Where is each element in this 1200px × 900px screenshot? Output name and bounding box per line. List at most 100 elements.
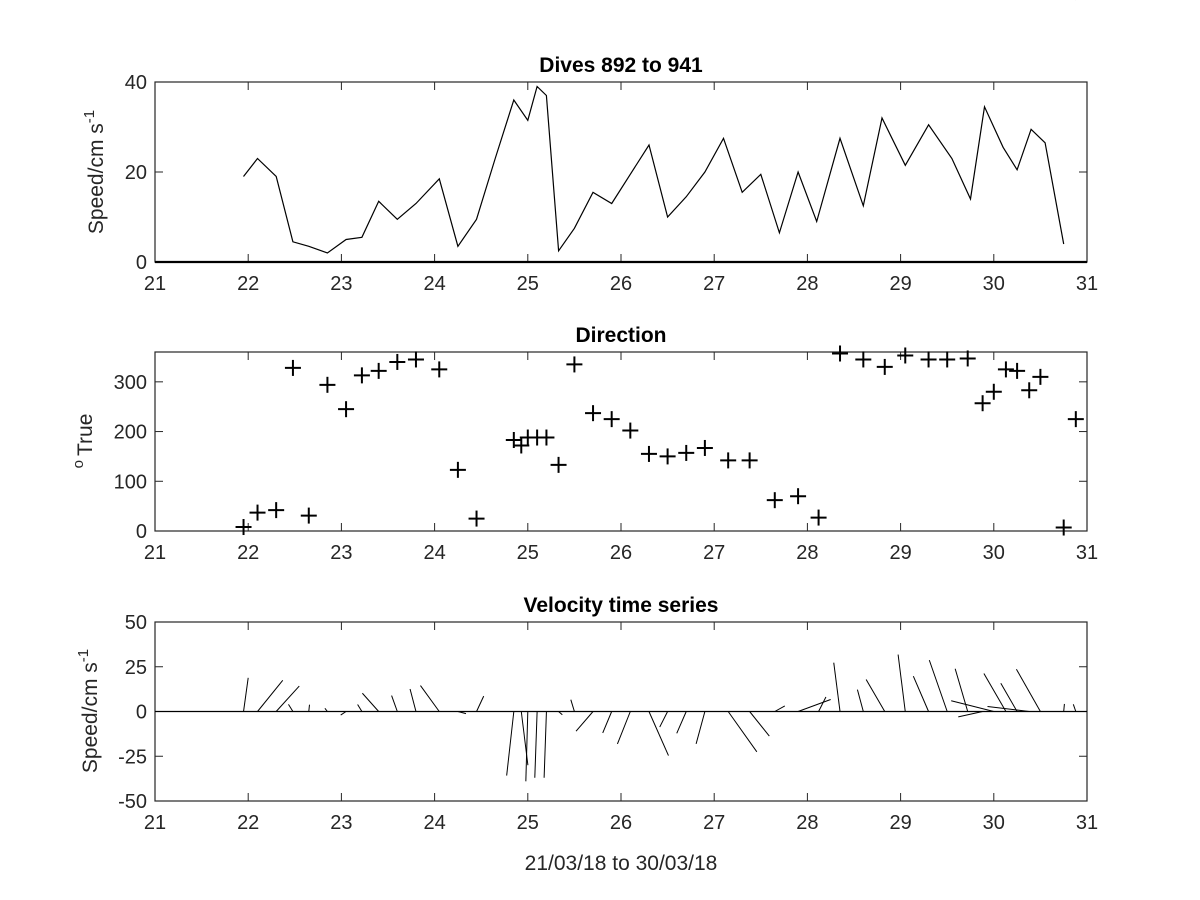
velocity-vector xyxy=(865,679,886,712)
direction-marker xyxy=(300,507,317,524)
x-tick-label: 30 xyxy=(983,812,1005,834)
direction-marker xyxy=(876,358,893,375)
direction-marker xyxy=(790,488,807,505)
velocity-ylabel-main: Speed/cm s xyxy=(79,662,102,773)
panel-velocity: Velocity time series 21 22 23 24 25 26 27 28 29 3… xyxy=(75,594,1098,875)
velocity-vector xyxy=(288,704,294,712)
velocity-axes: 21 22 23 24 25 26 27 28 29 30 31 50 25 0 -25 -50 xyxy=(118,612,1098,834)
velocity-vector xyxy=(558,711,563,716)
direction-marker xyxy=(235,519,252,536)
x-tick-label: 26 xyxy=(610,273,632,295)
direction-marker xyxy=(389,353,406,370)
direction-marker xyxy=(985,383,1002,400)
panel-title-velocity: Velocity time series xyxy=(524,594,719,617)
direction-markers xyxy=(235,345,1084,536)
y-tick-label: 100 xyxy=(114,471,147,493)
x-tick-label: 29 xyxy=(889,273,911,295)
y-tick-label: 200 xyxy=(114,422,147,444)
x-tick-label: 31 xyxy=(1076,273,1098,295)
direction-marker xyxy=(538,429,555,446)
x-tick-label: 24 xyxy=(423,812,445,834)
direction-marker xyxy=(513,437,530,454)
x-tick-label: 21 xyxy=(144,542,166,564)
velocity-vector xyxy=(257,680,284,712)
velocity-vector xyxy=(954,668,969,712)
velocity-vector xyxy=(833,662,841,712)
velocity-vector xyxy=(1063,703,1065,712)
velocity-vector xyxy=(727,711,758,753)
velocity-vector xyxy=(525,711,529,782)
velocity-vector xyxy=(659,711,669,728)
direction-marker xyxy=(1021,382,1038,399)
x-tick-label: 22 xyxy=(237,542,259,564)
direction-marker xyxy=(766,492,783,509)
y-tick-label: 40 xyxy=(125,72,147,94)
y-tick-label: 0 xyxy=(136,702,147,724)
velocity-vector xyxy=(476,695,485,712)
velocity-vector xyxy=(897,654,906,712)
velocity-vector xyxy=(983,673,1007,712)
velocity-vector xyxy=(856,689,864,712)
velocity-vector xyxy=(357,704,363,712)
direction-marker xyxy=(974,395,991,412)
x-tick-label: 22 xyxy=(237,812,259,834)
velocity-vector xyxy=(340,711,347,716)
velocity-vector xyxy=(676,711,687,734)
axes-frame xyxy=(154,81,1088,263)
direction-marker xyxy=(338,401,355,418)
speed-ylabel: Speed/cm s-1 xyxy=(81,110,108,234)
direction-marker xyxy=(284,359,301,376)
speed-ylabel-main: Speed/cm s xyxy=(85,123,108,234)
direction-marker xyxy=(939,351,956,368)
direction-marker xyxy=(696,439,713,456)
panel-speed: Dives 892 to 941 21 22 23 24 25 26 27 28 29 30 31 0… xyxy=(81,0,1098,295)
panel-direction: Direction 21 22 23 24 25 26 27 28 29 30 31 0 100 200 3… xyxy=(70,324,1098,564)
velocity-vector xyxy=(570,699,575,712)
velocity-vector xyxy=(409,688,417,712)
velocity-vector xyxy=(391,695,398,712)
direction-marker xyxy=(855,351,872,368)
velocity-vector xyxy=(987,705,1030,712)
velocity-xlabel: 21/03/18 to 30/03/18 xyxy=(525,852,718,875)
direction-marker xyxy=(431,361,448,378)
x-tick-label: 28 xyxy=(796,542,818,564)
direction-marker xyxy=(622,422,639,439)
x-tick-label: 26 xyxy=(610,812,632,834)
velocity-vector xyxy=(506,711,515,776)
x-tick-label: 29 xyxy=(889,542,911,564)
direction-marker xyxy=(585,405,602,422)
direction-marker xyxy=(407,351,424,368)
velocity-vector xyxy=(797,699,831,712)
x-tick-label: 23 xyxy=(330,812,352,834)
velocity-vector xyxy=(308,704,310,712)
velocity-vector xyxy=(774,705,786,712)
x-tick-label: 24 xyxy=(423,542,445,564)
velocity-ylabel: Speed/cm s-1 xyxy=(75,649,102,773)
direction-marker xyxy=(550,456,567,473)
x-tick-label: 27 xyxy=(703,273,725,295)
x-tick-label: 30 xyxy=(983,542,1005,564)
direction-marker xyxy=(832,345,849,362)
x-tick-label: 25 xyxy=(517,542,539,564)
direction-ylabel: o True xyxy=(70,414,97,469)
direction-marker xyxy=(920,351,937,368)
velocity-vector xyxy=(749,711,770,737)
direction-marker xyxy=(659,448,676,465)
direction-marker xyxy=(1032,368,1049,385)
direction-marker xyxy=(741,452,758,469)
direction-marker xyxy=(468,510,485,527)
direction-marker xyxy=(1009,362,1026,379)
velocity-vector xyxy=(457,711,467,715)
velocity-vector xyxy=(362,692,380,712)
x-tick-label: 21 xyxy=(144,273,166,295)
y-tick-label: 0 xyxy=(136,521,147,543)
x-tick-label: 23 xyxy=(330,273,352,295)
x-tick-label: 29 xyxy=(889,812,911,834)
direction-marker xyxy=(449,461,466,478)
velocity-vector xyxy=(243,677,249,712)
x-tick-label: 23 xyxy=(330,542,352,564)
direction-marker xyxy=(370,362,387,379)
velocity-vector xyxy=(420,685,440,712)
direction-marker xyxy=(997,361,1014,378)
